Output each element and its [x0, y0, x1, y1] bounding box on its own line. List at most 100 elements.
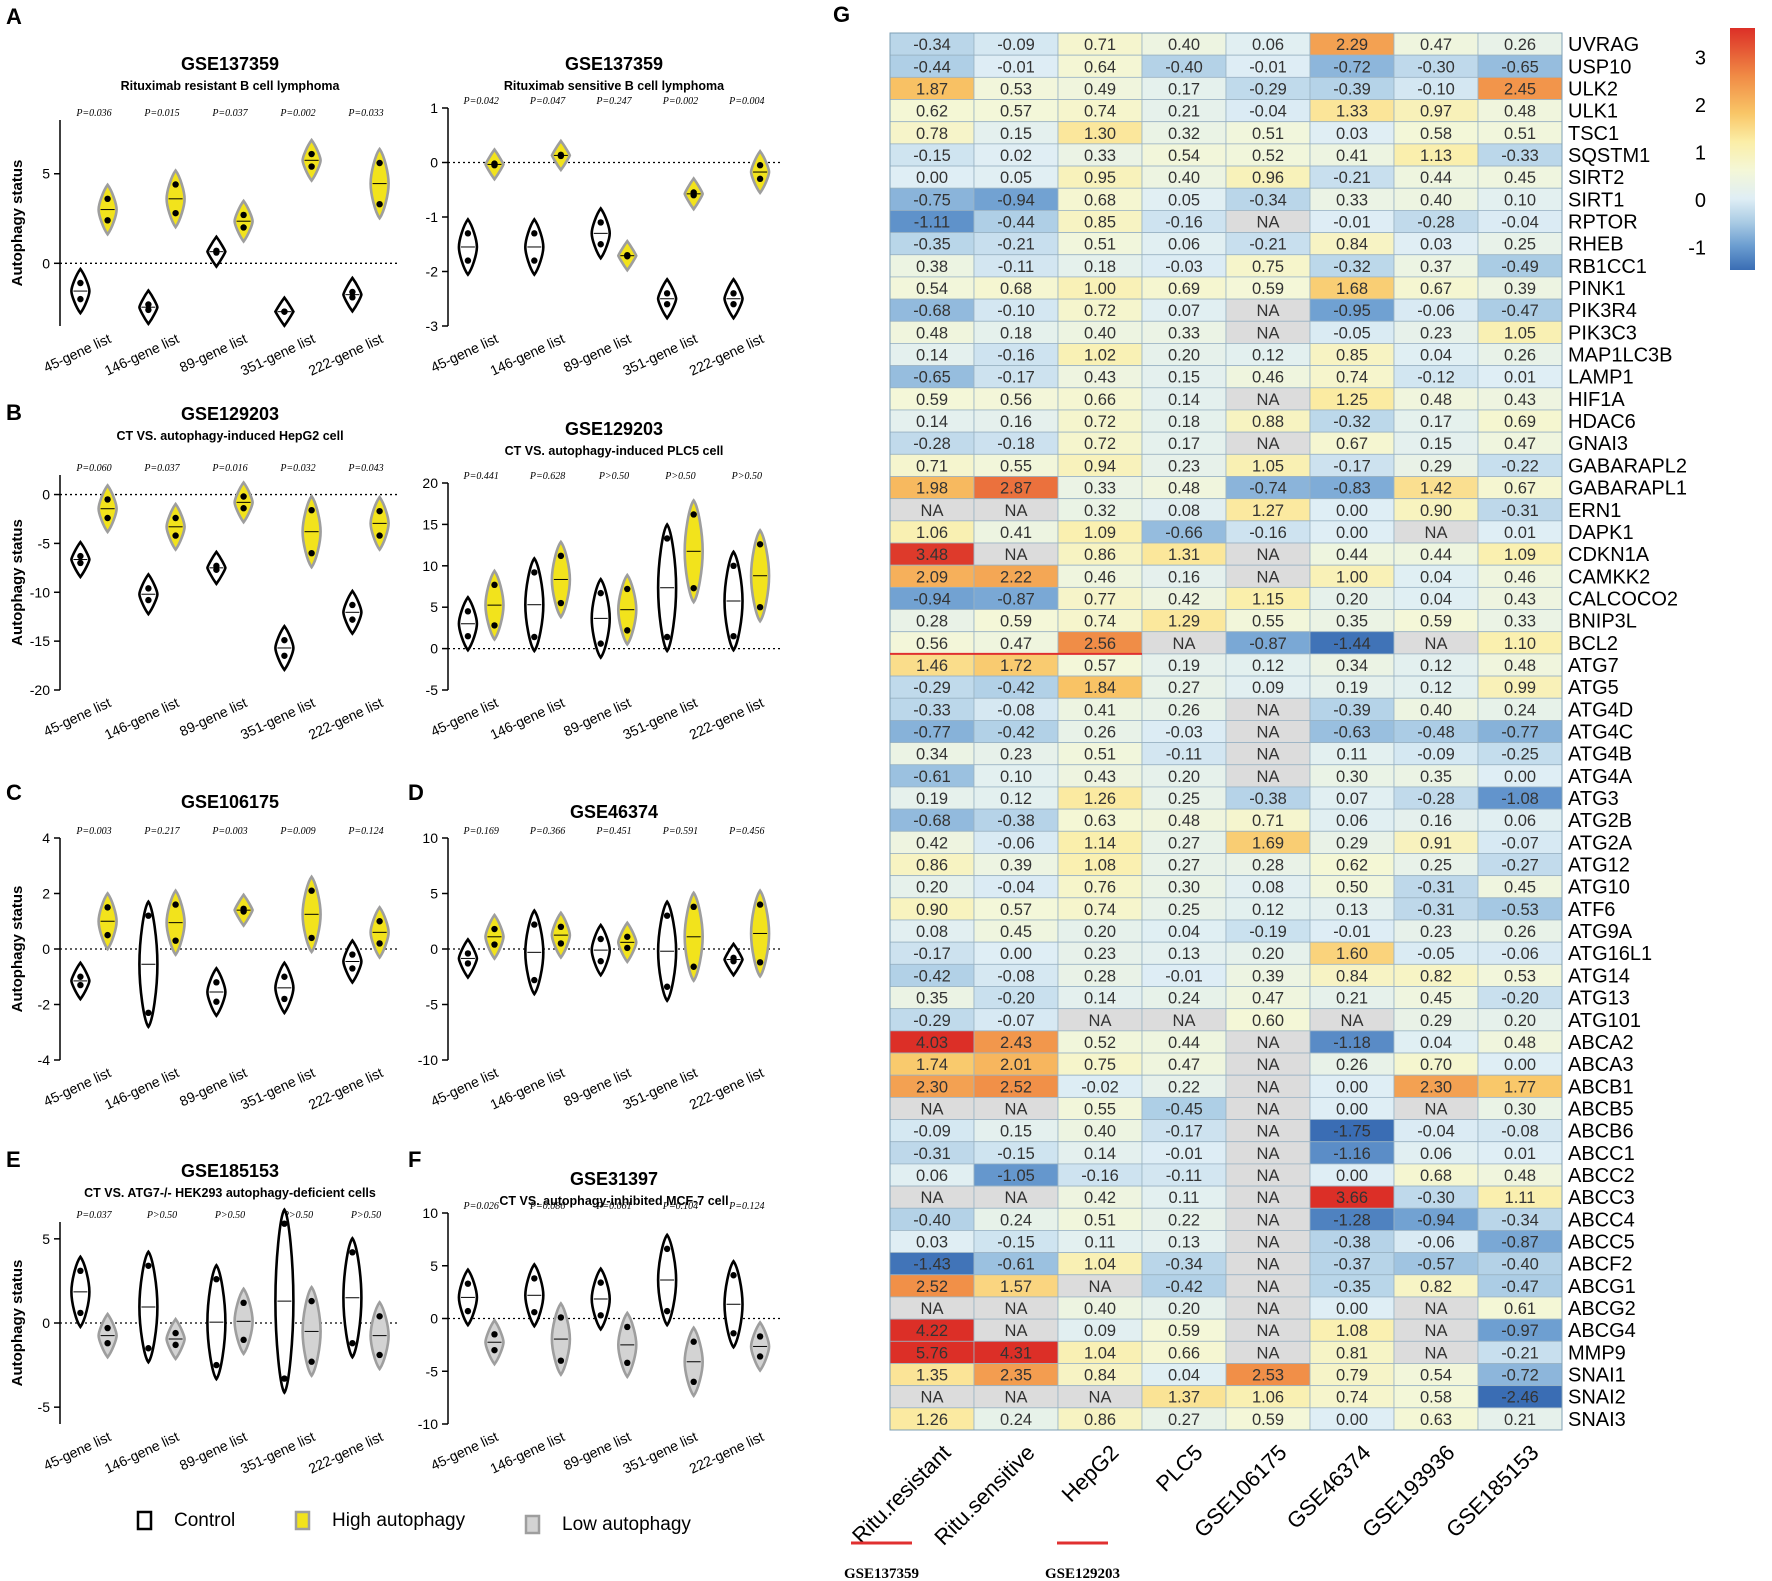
heatmap-row-label: ABCG4 — [1568, 1320, 1636, 1342]
heatmap-cell-value: 0.01 — [1504, 369, 1536, 387]
heatmap-cell-value: 0.40 — [1084, 1300, 1116, 1318]
heatmap-cell-value: -0.21 — [997, 236, 1035, 254]
heatmap-cell-value: -0.03 — [1165, 724, 1203, 742]
data-point — [145, 912, 152, 919]
heatmap-row-label: TSC1 — [1568, 123, 1619, 145]
data-point — [491, 1331, 498, 1338]
heatmap-cell-value: -0.38 — [1333, 1234, 1371, 1252]
heatmap-cell-value: 1.31 — [1168, 546, 1200, 564]
heatmap-cell-value: -0.63 — [1333, 724, 1371, 742]
data-point — [349, 1340, 356, 1347]
heatmap-cell-value: 0.19 — [1168, 657, 1200, 675]
data-point — [464, 257, 472, 264]
p-value-label: P=0.441 — [463, 471, 499, 482]
heatmap-cell-value: 0.03 — [1336, 125, 1368, 143]
data-point — [531, 633, 538, 641]
data-point — [663, 983, 671, 990]
heatmap-cell-value: 0.26 — [1504, 923, 1536, 941]
heatmap-border — [889, 32, 1563, 1431]
heatmap-cell-value: 0.33 — [1168, 324, 1200, 342]
heatmap-cell-value: -0.17 — [997, 369, 1035, 387]
heatmap-cell-value: -1.44 — [1333, 635, 1371, 653]
p-value-label: P=0.033 — [347, 108, 383, 119]
heatmap-cell-value: 0.18 — [1168, 413, 1200, 431]
heatmap-cell-value: 0.29 — [1336, 834, 1368, 852]
heatmap-cell-value: -0.27 — [1501, 857, 1539, 875]
heatmap-cell-value: 0.64 — [1084, 58, 1116, 76]
heatmap-cell-value: 0.66 — [1084, 391, 1116, 409]
heatmap-cell-value: 0.74 — [1084, 103, 1116, 121]
data-point — [213, 979, 220, 986]
heatmap-cell-value: 0.47 — [1504, 435, 1536, 453]
heatmap-cell-value: NA — [921, 1389, 944, 1407]
heatmap-cell-value: -0.44 — [913, 58, 951, 76]
x-tick-label: 222-gene list — [687, 330, 767, 378]
heatmap-cell-value: 0.23 — [1420, 923, 1452, 941]
heatmap-cell-value: -0.04 — [1249, 103, 1287, 121]
heatmap-row-label: ABCB1 — [1568, 1076, 1634, 1098]
heatmap-cell-value: 0.04 — [1420, 590, 1452, 608]
data-point — [213, 998, 220, 1005]
heatmap-cell-value: 0.11 — [1085, 1234, 1116, 1252]
heatmap-row-label: UVRAG — [1568, 34, 1639, 56]
p-value-label: P>0.50 — [214, 1210, 245, 1221]
data-point — [756, 1333, 764, 1340]
heatmap-cell-value: 2.87 — [1000, 480, 1032, 498]
heatmap-cell-value: 4.22 — [916, 1322, 948, 1340]
heatmap-cell-value: 0.22 — [1168, 1211, 1200, 1229]
data-point — [77, 973, 84, 980]
heatmap-cell-value: -0.65 — [1501, 58, 1539, 76]
y-tick-label: 2 — [42, 886, 50, 902]
heatmap-cell-value: 0.40 — [1420, 701, 1452, 719]
y-tick-label: -15 — [30, 633, 50, 649]
heatmap-cell-value: 0.13 — [1168, 1234, 1200, 1252]
data-point — [730, 301, 737, 308]
heatmap-cell-value: 0.72 — [1084, 302, 1116, 320]
heatmap-cell-value: 0.20 — [1252, 945, 1284, 963]
data-point — [531, 1308, 538, 1316]
y-tick-label: -10 — [418, 1052, 438, 1068]
heatmap-cell-value: 0.69 — [1168, 280, 1200, 298]
heatmap-cell-value: -1.75 — [1333, 1123, 1371, 1141]
heatmap-cell-value: 0.00 — [1504, 1056, 1536, 1074]
heatmap-cell-value: NA — [1257, 1256, 1280, 1274]
heatmap-cell-value: -1.11 — [914, 213, 950, 231]
panel-letter: B — [6, 400, 22, 425]
heatmap-cell-value: -0.12 — [1417, 369, 1455, 387]
heatmap-row-label: LAMP1 — [1568, 367, 1634, 389]
heatmap-cell-value: -0.10 — [1417, 80, 1455, 98]
heatmap-cell-value: 1.26 — [1084, 790, 1116, 808]
data-point — [690, 1338, 697, 1345]
heatmap-cell-value: -0.34 — [913, 36, 951, 54]
heatmap-cell-value: 1.13 — [1420, 147, 1452, 165]
heatmap-cell-value: 0.54 — [1420, 1367, 1452, 1385]
data-point — [172, 514, 179, 522]
y-tick-label: 5 — [430, 599, 438, 615]
heatmap-cell-value: 2.29 — [1336, 36, 1368, 54]
legend-swatch — [524, 1514, 541, 1535]
data-point — [730, 290, 737, 297]
heatmap-cell-value: 0.33 — [1336, 191, 1368, 209]
heatmap-cell-value: NA — [1425, 635, 1448, 653]
heatmap-cell-value: 0.48 — [1504, 1034, 1536, 1052]
x-tick-label: 222-gene list — [306, 1428, 386, 1476]
heatmap-cell-value: NA — [1005, 1189, 1028, 1207]
data-point — [491, 581, 498, 589]
data-point — [690, 511, 697, 518]
heatmap-cell-value: 5.76 — [916, 1344, 948, 1362]
heatmap-cell-value: -0.01 — [1165, 1145, 1203, 1163]
heatmap-row-label: PINK1 — [1568, 278, 1626, 300]
p-value-label: P=0.591 — [662, 826, 698, 837]
heatmap-cell-value: 2.09 — [916, 568, 948, 586]
heatmap-cell-value: 0.00 — [1336, 1167, 1368, 1185]
heatmap-cell-value: -0.97 — [1501, 1322, 1539, 1340]
data-point — [597, 219, 604, 226]
heatmap-cell-value: 0.30 — [1336, 768, 1368, 786]
heatmap-cell-value: -0.06 — [1501, 945, 1539, 963]
heatmap-cell-value: NA — [1089, 1012, 1112, 1030]
heatmap-cell-value: 1.68 — [1336, 280, 1368, 298]
heatmap-cell-value: -0.17 — [913, 945, 951, 963]
heatmap-cell-value: -0.49 — [1501, 258, 1539, 276]
heatmap-cell-value: 0.12 — [1420, 679, 1452, 697]
heatmap-cell-value: 0.59 — [1000, 613, 1032, 631]
